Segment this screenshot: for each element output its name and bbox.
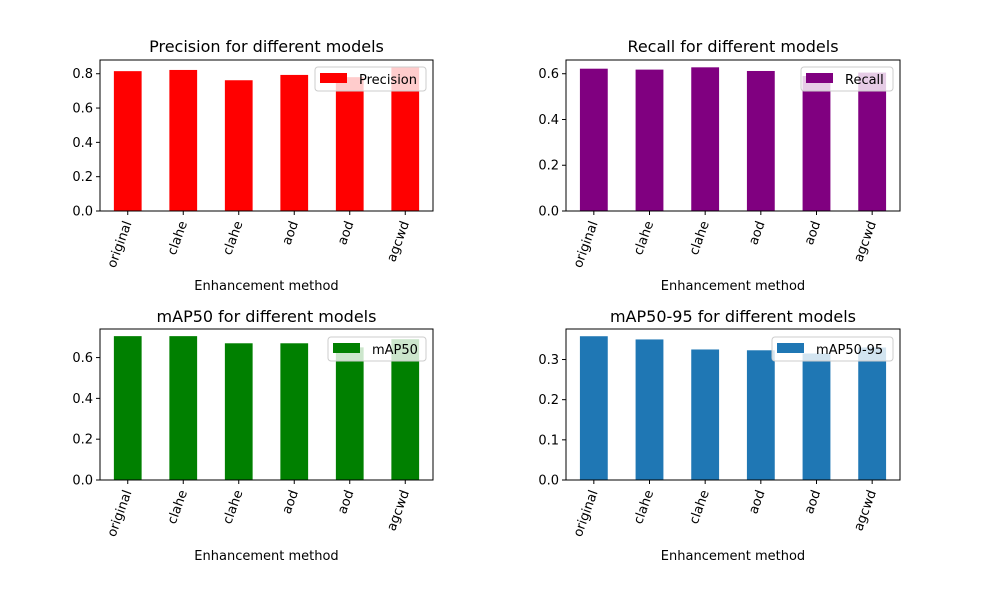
y-tick-label: 0.6	[538, 67, 559, 82]
legend-swatch	[320, 73, 347, 83]
legend-label: mAP50	[372, 343, 418, 358]
y-tick-label: 0.2	[72, 170, 93, 185]
y-axis-ticks: 0.0 0.2 0.4 0.6	[538, 67, 566, 220]
x-axis-label: Enhancement method	[661, 279, 805, 294]
y-tick-label: 0.4	[72, 136, 93, 151]
legend-swatch	[806, 73, 833, 83]
y-tick-label: 0.3	[538, 353, 559, 368]
bar-original-0	[579, 336, 608, 480]
y-tick-label: 0.0	[538, 474, 559, 489]
y-tick-label: 0.2	[72, 433, 93, 448]
bar-agcwd-5	[858, 347, 887, 480]
plot-frame	[565, 59, 901, 212]
y-tick-label: 0.0	[72, 474, 93, 489]
legend-swatch	[333, 343, 360, 353]
y-axis-ticks: 0.0 0.1 0.2 0.3	[538, 353, 566, 489]
bar-clahe-2	[691, 349, 720, 480]
chart-panel-map50: mAP50 for different models 0.00.20.40.6 …	[72, 307, 434, 564]
chart-title: Recall for different models	[627, 37, 838, 56]
y-tick-label: 0.6	[72, 102, 93, 117]
y-tick-label: 0.4	[72, 392, 93, 407]
chart-panel-precision: Precision for different models 0.0 0.2 0.4…	[72, 37, 434, 294]
plot-frame	[99, 59, 434, 212]
y-tick-label: 0.4	[538, 113, 559, 128]
legend: Recall	[800, 66, 894, 92]
legend: mAP50-95	[771, 336, 894, 362]
bar-agcwd-5	[391, 339, 420, 480]
bar-clahe-1	[169, 336, 198, 480]
legend-label: Precision	[359, 73, 417, 88]
bar-aod-3	[746, 350, 775, 480]
legend-label: mAP50-95	[816, 343, 883, 358]
bar-original-0	[579, 68, 608, 211]
bar-aod-4	[802, 353, 831, 480]
y-tick-label: 0.2	[538, 159, 559, 174]
legend: Precision	[314, 66, 427, 92]
bar-clahe-1	[635, 339, 664, 480]
y-tick-label: 0.6	[72, 351, 93, 366]
bars	[579, 67, 887, 212]
x-axis-label: Enhancement method	[194, 549, 338, 564]
chart-title: mAP50-95 for different models	[610, 307, 856, 326]
bar-clahe-1	[169, 69, 198, 211]
bar-agcwd-5	[858, 72, 887, 211]
bar-clahe-2	[224, 343, 253, 480]
y-axis-ticks: 0.0 0.2 0.4 0.6 0.8	[72, 67, 100, 220]
legend-swatch	[777, 343, 804, 353]
legend-label: Recall	[845, 73, 884, 88]
plot-frame	[565, 328, 901, 481]
y-tick-label: 0.0	[538, 205, 559, 220]
chart-title: Precision for different models	[149, 37, 384, 56]
bar-original-0	[113, 336, 142, 480]
bar-aod-3	[280, 74, 309, 211]
bar-clahe-2	[224, 80, 253, 211]
legend: mAP50	[327, 336, 427, 362]
bars	[113, 336, 420, 480]
x-axis-label: Enhancement method	[194, 279, 338, 294]
bar-clahe-2	[691, 67, 720, 211]
y-tick-label: 0.1	[538, 433, 559, 448]
plot-frame	[99, 328, 434, 481]
y-tick-label: 0.0	[72, 205, 93, 220]
y-tick-label: 0.2	[538, 393, 559, 408]
chart-title: mAP50 for different models	[157, 307, 377, 326]
chart-panel-map50-95: mAP50-95 for different models 0.00.10.20…	[538, 307, 901, 564]
bar-aod-4	[802, 76, 831, 211]
bar-aod-3	[280, 343, 309, 480]
y-tick-label: 0.8	[72, 67, 93, 82]
y-axis-ticks: 0.0 0.2 0.4 0.6	[72, 351, 100, 489]
bar-clahe-1	[635, 69, 664, 211]
bar-aod-4	[335, 77, 364, 211]
bar-aod-3	[746, 70, 775, 212]
bars	[579, 336, 887, 480]
bar-aod-4	[335, 347, 364, 480]
bar-original-0	[113, 71, 142, 211]
x-axis-label: Enhancement method	[661, 549, 805, 564]
